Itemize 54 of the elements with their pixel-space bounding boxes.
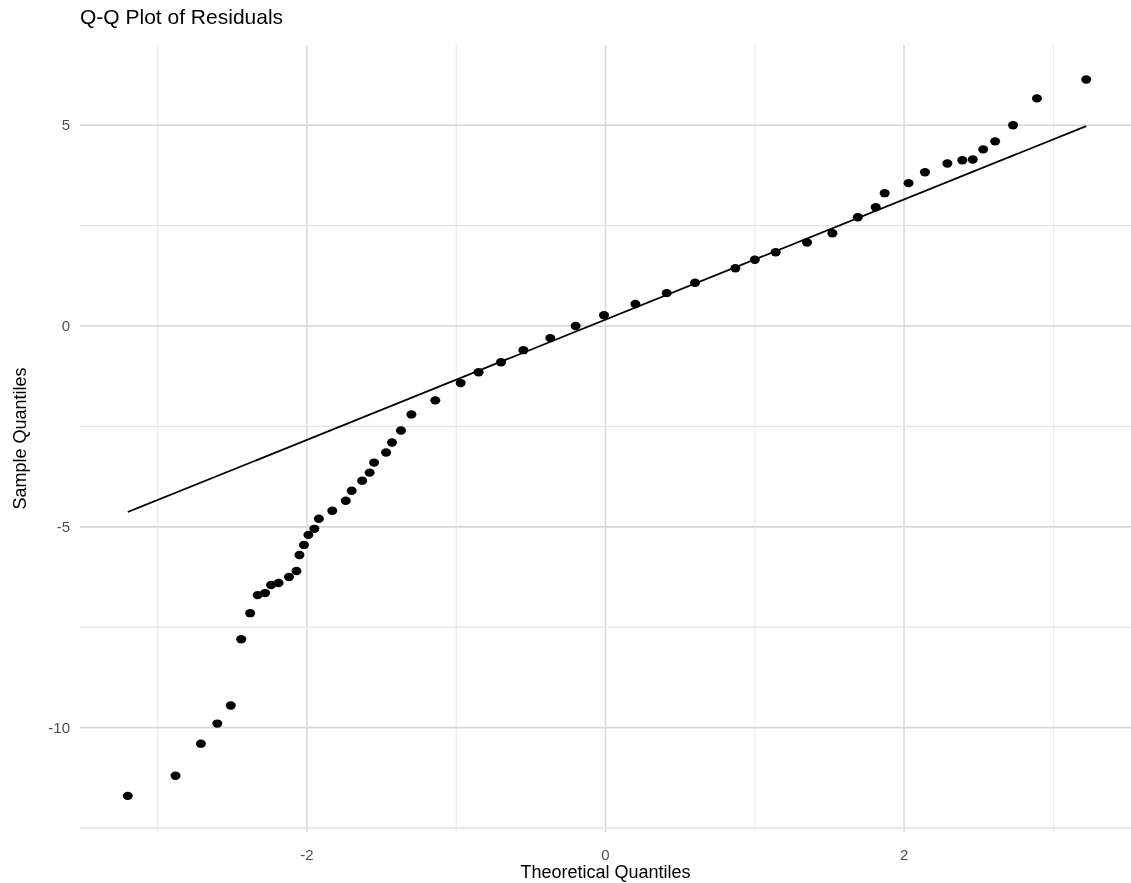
- point: [1081, 75, 1092, 84]
- point: [990, 137, 1001, 146]
- y-tick-label: 5: [61, 116, 70, 134]
- point: [303, 530, 314, 540]
- x-tick-label: 2: [899, 846, 909, 863]
- point: [266, 580, 277, 590]
- point: [212, 719, 223, 728]
- point: [294, 550, 305, 560]
- point: [406, 410, 417, 419]
- point: [236, 635, 247, 644]
- point: [957, 156, 968, 165]
- point: [919, 168, 930, 177]
- point: [260, 588, 271, 598]
- point: [802, 238, 813, 247]
- point: [327, 506, 338, 515]
- point: [340, 496, 351, 505]
- point: [273, 578, 284, 588]
- point: [570, 321, 581, 331]
- point: [170, 771, 181, 780]
- point: [827, 229, 838, 238]
- point: [245, 608, 256, 618]
- point: [298, 540, 309, 550]
- point: [357, 476, 368, 485]
- point: [599, 311, 610, 320]
- point: [455, 378, 466, 388]
- point: [1008, 121, 1019, 130]
- point: [195, 739, 206, 748]
- point: [967, 155, 978, 164]
- x-axis-title: Theoretical Quantiles: [520, 862, 691, 882]
- point: [978, 145, 989, 154]
- chart-title: Q-Q Plot of Residuals: [80, 5, 284, 28]
- point: [942, 159, 953, 168]
- x-tick-label: 0: [601, 846, 610, 863]
- y-tick-label: -5: [56, 517, 70, 535]
- point: [430, 396, 441, 405]
- point: [879, 188, 890, 198]
- point: [122, 791, 133, 801]
- point: [309, 524, 320, 534]
- point: [284, 572, 295, 582]
- y-tick-label: -10: [48, 718, 70, 736]
- point: [395, 426, 406, 435]
- point: [225, 701, 236, 710]
- point: [346, 486, 357, 495]
- y-tick-label: 0: [61, 317, 70, 335]
- point: [903, 178, 914, 188]
- x-tick-label: -2: [300, 846, 314, 863]
- point: [291, 566, 302, 576]
- point: [364, 468, 375, 477]
- point: [313, 514, 324, 524]
- point: [1031, 94, 1042, 103]
- point: [369, 458, 380, 467]
- point: [381, 448, 392, 457]
- y-axis-title: Sample Quantiles: [10, 367, 30, 510]
- point: [387, 438, 398, 447]
